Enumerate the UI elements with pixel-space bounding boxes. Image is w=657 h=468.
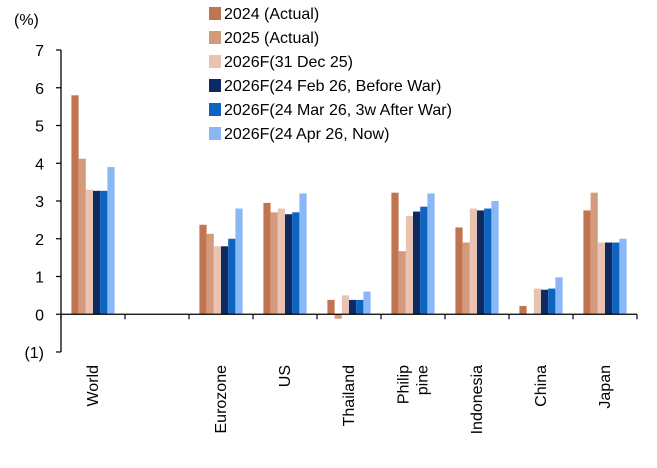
x-tick-label: Philip pine xyxy=(396,365,432,404)
y-tick-label: 1 xyxy=(35,270,44,287)
legend-swatch xyxy=(209,31,221,44)
x-tick-label: Indonesia xyxy=(469,365,486,434)
legend-label: 2024 (Actual) xyxy=(224,6,319,23)
legend-label: 2026F(24 Mar 26, 3w After War) xyxy=(224,102,452,119)
bar xyxy=(420,206,428,315)
x-tick-label: World xyxy=(85,365,102,407)
bar xyxy=(391,192,399,315)
bar xyxy=(334,314,342,319)
bar xyxy=(455,227,463,315)
bar xyxy=(462,242,470,315)
bar xyxy=(398,251,406,315)
bar xyxy=(292,212,300,315)
x-tick-label: Eurozone xyxy=(213,365,230,434)
bar xyxy=(341,295,349,315)
bar xyxy=(427,193,435,315)
bar xyxy=(477,210,485,315)
bar xyxy=(263,202,271,315)
legend-swatch xyxy=(209,79,221,92)
bar xyxy=(590,192,598,315)
legend: 2024 (Actual) 2025 (Actual) 2026F(31 Dec 2… xyxy=(209,6,452,143)
legend-label: 2026F(31 Dec 25) xyxy=(224,54,353,71)
x-tick-label: US xyxy=(277,365,294,387)
bar xyxy=(619,238,627,315)
bar xyxy=(597,242,605,315)
x-tick-label: Thailand xyxy=(341,365,358,426)
bar xyxy=(221,246,229,315)
bar xyxy=(107,167,115,315)
bar xyxy=(100,190,108,315)
y-tick-label: 3 xyxy=(35,194,44,211)
y-axis: (1) 0 1 2 3 4 5 6 7 xyxy=(24,43,62,362)
bar xyxy=(363,291,371,315)
bar xyxy=(548,288,556,315)
bar xyxy=(199,224,207,315)
bar xyxy=(405,216,413,315)
bar xyxy=(605,242,613,315)
bar xyxy=(469,208,477,315)
bar xyxy=(206,233,214,315)
legend-swatch xyxy=(209,55,221,68)
bar xyxy=(85,189,93,315)
bar xyxy=(356,299,364,315)
x-axis: World Eurozone US Thailand Philip pine Indones… xyxy=(60,313,638,434)
y-tick-label: 5 xyxy=(35,119,44,136)
y-tick-label: 4 xyxy=(35,156,44,173)
x-tick-label: China xyxy=(533,365,550,407)
bar xyxy=(612,242,620,315)
y-tick-label: 6 xyxy=(35,81,44,98)
bar xyxy=(270,212,278,315)
bar xyxy=(484,208,492,315)
legend-swatch xyxy=(209,103,221,116)
bar xyxy=(491,201,499,315)
bar xyxy=(583,210,591,315)
legend-label: 2026F(24 Apr 26, Now) xyxy=(224,126,389,143)
bar xyxy=(327,299,335,315)
bar xyxy=(555,277,563,315)
legend-label: 2025 (Actual) xyxy=(224,30,319,47)
y-tick-label: (1) xyxy=(24,345,44,362)
bar xyxy=(277,208,285,315)
y-tick-label: 2 xyxy=(35,232,44,249)
bar xyxy=(533,288,541,315)
bar xyxy=(93,190,101,315)
y-tick-label: 0 xyxy=(35,307,44,324)
bar xyxy=(349,299,357,315)
y-axis-unit-label: (%) xyxy=(14,12,39,29)
bar xyxy=(228,238,236,315)
x-tick-label: Japan xyxy=(597,365,614,409)
bar xyxy=(299,193,307,315)
bar xyxy=(71,95,79,315)
bars xyxy=(71,95,627,319)
bar xyxy=(285,214,293,315)
legend-swatch xyxy=(209,127,221,140)
bar xyxy=(519,305,527,315)
bar xyxy=(213,246,221,315)
bar xyxy=(78,158,86,315)
bar xyxy=(235,208,243,315)
y-tick-label: 7 xyxy=(35,43,44,60)
legend-label: 2026F(24 Feb 26, Before War) xyxy=(224,78,441,95)
legend-swatch xyxy=(209,7,221,20)
bar xyxy=(413,211,421,315)
bar xyxy=(541,289,549,315)
